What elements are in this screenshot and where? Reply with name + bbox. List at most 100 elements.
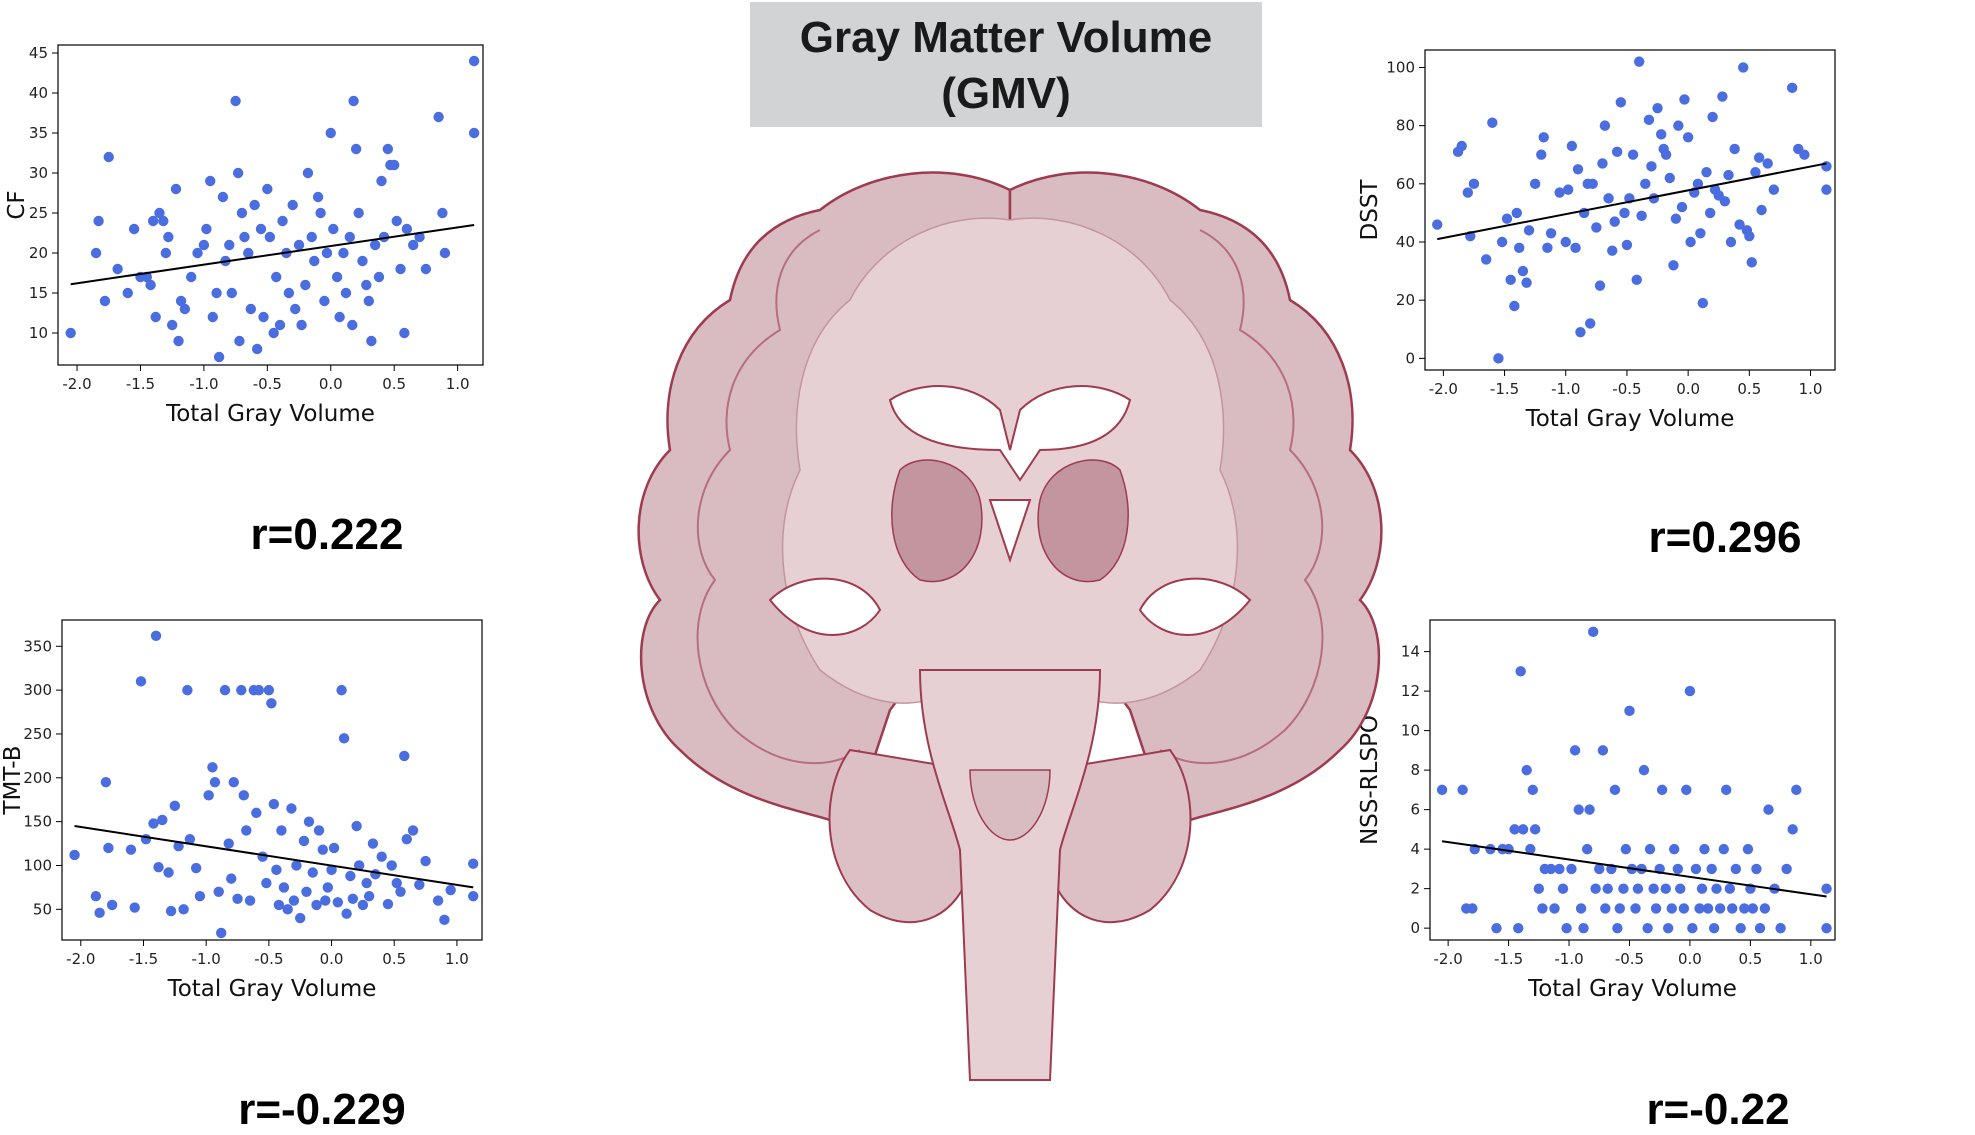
x-tick-label: 0.0 bbox=[320, 950, 344, 968]
scatter-point bbox=[179, 303, 191, 315]
scatter-point bbox=[395, 263, 406, 275]
scatter-point bbox=[1480, 254, 1492, 265]
scatter-point bbox=[154, 207, 165, 219]
scatter-point bbox=[232, 167, 244, 179]
scatter-point bbox=[1643, 114, 1655, 126]
y-tick-label: 300 bbox=[23, 681, 52, 699]
plot-frame bbox=[61, 619, 483, 941]
x-tick-label: -2.0 bbox=[66, 950, 95, 968]
scatter-point bbox=[1618, 883, 1629, 894]
scatter-point bbox=[366, 335, 377, 347]
y-tick-label: 350 bbox=[23, 637, 52, 655]
scatter-point bbox=[1619, 207, 1630, 219]
scatter-point bbox=[261, 877, 272, 889]
scatter-point bbox=[192, 247, 203, 259]
scatter-point bbox=[282, 904, 293, 915]
scatter-point bbox=[244, 895, 256, 906]
x-tick-label: -2.0 bbox=[1429, 380, 1458, 398]
brain-ventricles bbox=[888, 385, 1132, 564]
scatter-point bbox=[420, 263, 432, 275]
scatter-point bbox=[1611, 146, 1623, 158]
brain-coronal-section-illustration bbox=[637, 171, 1383, 1081]
scatter-point bbox=[1684, 685, 1696, 697]
scatter-point bbox=[345, 870, 356, 882]
scatter-point bbox=[263, 684, 275, 696]
scatter-point bbox=[407, 825, 419, 836]
scatter-point bbox=[1509, 300, 1520, 312]
scatter-point bbox=[320, 895, 331, 906]
scatter-point bbox=[1636, 863, 1647, 875]
scatter-point bbox=[1468, 178, 1480, 190]
y-tick-label: 20 bbox=[29, 244, 48, 262]
scatter-point bbox=[286, 803, 297, 814]
scatter-point bbox=[1609, 216, 1620, 227]
scatter-point bbox=[163, 231, 174, 243]
scatter-point bbox=[1566, 140, 1578, 152]
scatter-point bbox=[399, 750, 410, 762]
x-tick-label: -2.0 bbox=[62, 375, 91, 393]
scatter-point bbox=[1554, 187, 1565, 198]
scatter-point bbox=[1624, 705, 1635, 717]
scatter-point bbox=[1636, 210, 1647, 222]
scatter-point bbox=[357, 255, 368, 267]
x-axis-label: Total Gray Volume bbox=[167, 976, 377, 1002]
scatter-point bbox=[1668, 260, 1679, 271]
scatter-point bbox=[213, 351, 225, 363]
scatter-point bbox=[165, 905, 177, 917]
scatter-point bbox=[1742, 843, 1754, 855]
scatter-point bbox=[334, 311, 345, 323]
scatter-point bbox=[1536, 149, 1547, 160]
scatter-point bbox=[439, 914, 450, 926]
scatter-point bbox=[433, 111, 444, 123]
scatter-point bbox=[1537, 903, 1548, 914]
scatter-point bbox=[322, 882, 333, 893]
x-tick-label: -2.0 bbox=[1433, 950, 1462, 968]
x-tick-label: 0.5 bbox=[1737, 380, 1761, 398]
scatter-point bbox=[361, 279, 372, 291]
scatter-point bbox=[1630, 903, 1641, 914]
scatter-point bbox=[1456, 140, 1467, 152]
scatter-point bbox=[1694, 903, 1705, 914]
scatter-point bbox=[1763, 804, 1774, 815]
scatter-point bbox=[290, 303, 301, 315]
scatter-point bbox=[238, 790, 249, 801]
scatter-point bbox=[1527, 784, 1538, 796]
scatter-point bbox=[1723, 169, 1734, 181]
scatter-point bbox=[328, 223, 339, 235]
scatter-point bbox=[468, 890, 479, 902]
scatter-point bbox=[1620, 843, 1632, 855]
scatter-point bbox=[344, 231, 355, 243]
scatter-point bbox=[1462, 187, 1474, 198]
scatter-point bbox=[1505, 274, 1516, 286]
scatter-point bbox=[125, 844, 137, 855]
plot-frame bbox=[1424, 49, 1836, 371]
scatter-point bbox=[317, 844, 328, 855]
scatter-plot-tmtb: -2.0 -1.5 -1.0 -0.5 0.0 0.5 1.0 50 100 150 200 250 3… bbox=[0, 619, 483, 1002]
scatter-point bbox=[1672, 863, 1684, 875]
scatter-point bbox=[303, 816, 315, 827]
r-label-nss: r=-0.22 bbox=[1646, 1085, 1790, 1134]
x-tick-label: 0.0 bbox=[319, 375, 343, 393]
scatter-point bbox=[169, 800, 181, 812]
scatter-point bbox=[207, 311, 218, 323]
scatter-point bbox=[307, 867, 318, 878]
scatter-point bbox=[1569, 745, 1581, 756]
scatter-point bbox=[1787, 824, 1798, 835]
scatter-point bbox=[331, 271, 343, 283]
y-axis-label: CF bbox=[4, 190, 30, 219]
scatter-point bbox=[1646, 161, 1657, 172]
scatter-point bbox=[1821, 161, 1832, 172]
scatter-point bbox=[217, 191, 229, 203]
scatter-point bbox=[1545, 228, 1557, 239]
scatter-point bbox=[211, 287, 222, 299]
brain-stem-cerebellum bbox=[828, 669, 1192, 1081]
scatter-point bbox=[347, 893, 359, 904]
scatter-point bbox=[251, 343, 263, 355]
scatter-point bbox=[1707, 111, 1718, 123]
scatter-point bbox=[293, 239, 305, 251]
scatter-point bbox=[1584, 804, 1595, 815]
y-axis-label: TMT-B bbox=[0, 745, 26, 815]
scatter-point bbox=[351, 820, 362, 832]
y-tick-label: 4 bbox=[1410, 840, 1420, 858]
y-tick-label: 15 bbox=[29, 284, 48, 302]
